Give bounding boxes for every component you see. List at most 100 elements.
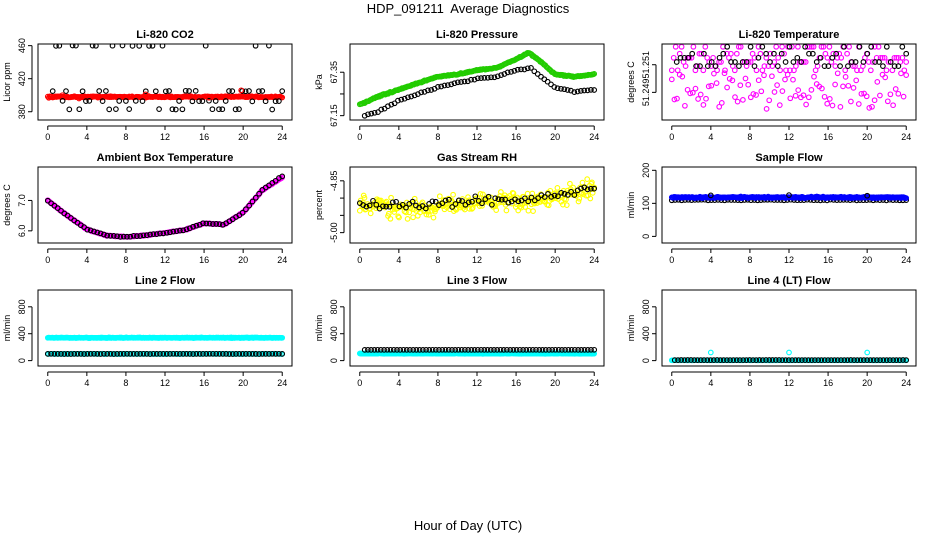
data-point xyxy=(114,233,120,240)
data-point xyxy=(200,351,206,357)
data-point xyxy=(494,347,501,353)
data-point xyxy=(455,346,462,353)
data-point xyxy=(750,91,757,97)
data-point xyxy=(465,347,471,353)
data-point xyxy=(183,351,190,357)
data-point xyxy=(745,59,752,65)
data-point xyxy=(202,44,209,49)
data-point xyxy=(107,233,114,239)
data-point xyxy=(524,65,531,72)
series-cyan-spikes xyxy=(707,349,871,356)
data-point xyxy=(216,221,223,227)
x-tick-label: 24 xyxy=(901,378,911,388)
data-point xyxy=(489,201,495,208)
data-point xyxy=(503,207,510,214)
data-point xyxy=(728,50,734,57)
data-point xyxy=(213,221,220,227)
x-tick-label: 12 xyxy=(784,132,794,142)
data-point xyxy=(872,59,878,65)
data-point xyxy=(64,351,71,357)
data-point xyxy=(844,357,851,363)
data-point xyxy=(782,59,789,65)
data-point xyxy=(900,93,907,100)
data-point xyxy=(123,98,129,104)
data-point xyxy=(568,346,575,353)
x-tick-label: 4 xyxy=(708,132,713,142)
data-point xyxy=(66,106,73,113)
data-point xyxy=(459,198,465,204)
data-point xyxy=(737,357,743,363)
data-point xyxy=(520,347,526,353)
x-tick-label: 4 xyxy=(84,255,89,265)
data-point xyxy=(708,82,715,89)
data-point xyxy=(562,347,568,353)
data-point xyxy=(279,351,286,357)
data-point xyxy=(747,44,754,50)
data-point xyxy=(571,346,578,353)
data-point xyxy=(673,59,680,65)
data-point xyxy=(117,351,124,357)
data-point xyxy=(819,85,825,92)
data-point xyxy=(53,44,59,49)
data-point xyxy=(794,54,801,61)
data-point xyxy=(127,351,134,357)
data-point xyxy=(124,350,130,357)
data-point xyxy=(448,81,455,88)
data-point xyxy=(272,177,279,184)
data-point xyxy=(672,44,679,50)
data-point xyxy=(505,199,512,206)
data-point xyxy=(564,192,571,198)
data-point xyxy=(702,44,709,50)
data-point xyxy=(139,98,146,104)
data-point xyxy=(441,82,448,89)
data-point xyxy=(478,75,484,81)
data-point xyxy=(425,211,432,218)
chart-panel-line4: Line 4 (LT) Flow 0 4 8 12 16 20 24 0 400 800 ml/min xyxy=(626,275,917,388)
panel-title: Line 2 Flow xyxy=(135,275,195,287)
data-point xyxy=(775,54,782,61)
chart-panel-pressure: Li-820 Pressure 0 4 8 12 16 20 24 67.15 67.35 kPa xyxy=(314,29,605,142)
data-point xyxy=(846,44,852,50)
data-point xyxy=(824,100,831,107)
x-axis: 0 4 8 12 16 20 24 xyxy=(45,125,287,142)
data-point xyxy=(518,204,525,211)
data-point xyxy=(266,351,272,357)
data-point xyxy=(865,59,872,65)
data-point xyxy=(716,103,723,110)
data-point xyxy=(87,227,94,234)
x-tick-label: 24 xyxy=(589,378,599,388)
data-point xyxy=(137,233,144,239)
data-point xyxy=(367,210,374,217)
data-point xyxy=(436,193,443,200)
data-point xyxy=(803,101,809,108)
data-point xyxy=(515,198,522,205)
data-point xyxy=(893,54,900,61)
data-point xyxy=(371,347,378,353)
x-tick-label: 12 xyxy=(472,255,482,265)
data-point xyxy=(117,234,124,240)
data-point xyxy=(838,357,844,363)
data-point xyxy=(716,54,723,61)
data-point xyxy=(523,347,530,353)
data-point xyxy=(380,203,386,210)
data-point xyxy=(737,82,744,89)
data-point xyxy=(416,204,423,211)
data-point xyxy=(668,67,675,74)
data-point xyxy=(430,214,437,221)
data-point xyxy=(790,59,797,65)
data-point xyxy=(374,346,381,353)
data-point xyxy=(864,357,870,363)
data-point xyxy=(561,191,568,197)
x-tick-label: 20 xyxy=(862,255,872,265)
data-point xyxy=(858,90,865,97)
data-point xyxy=(743,59,750,65)
x-axis: 0 4 8 12 16 20 24 xyxy=(357,248,599,265)
data-point xyxy=(186,351,193,357)
data-point xyxy=(177,351,183,357)
data-point xyxy=(778,50,785,57)
data-point xyxy=(101,350,107,357)
data-point xyxy=(212,98,219,104)
data-point xyxy=(821,63,828,69)
x-tick-label: 12 xyxy=(160,132,170,142)
data-point xyxy=(449,347,455,353)
